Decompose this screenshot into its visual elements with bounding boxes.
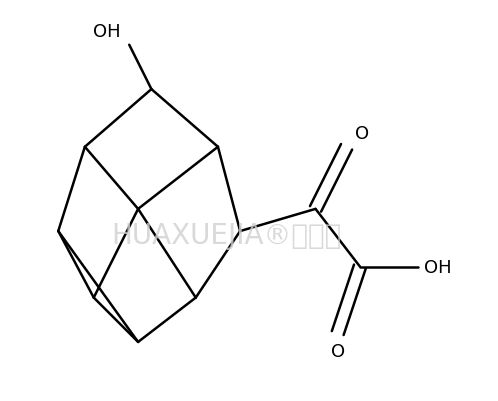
Text: OH: OH (424, 258, 452, 276)
Text: O: O (356, 125, 370, 143)
Text: O: O (331, 342, 345, 360)
Text: OH: OH (93, 23, 121, 41)
Text: HUAXUEJIA®化学加: HUAXUEJIA®化学加 (112, 222, 342, 250)
